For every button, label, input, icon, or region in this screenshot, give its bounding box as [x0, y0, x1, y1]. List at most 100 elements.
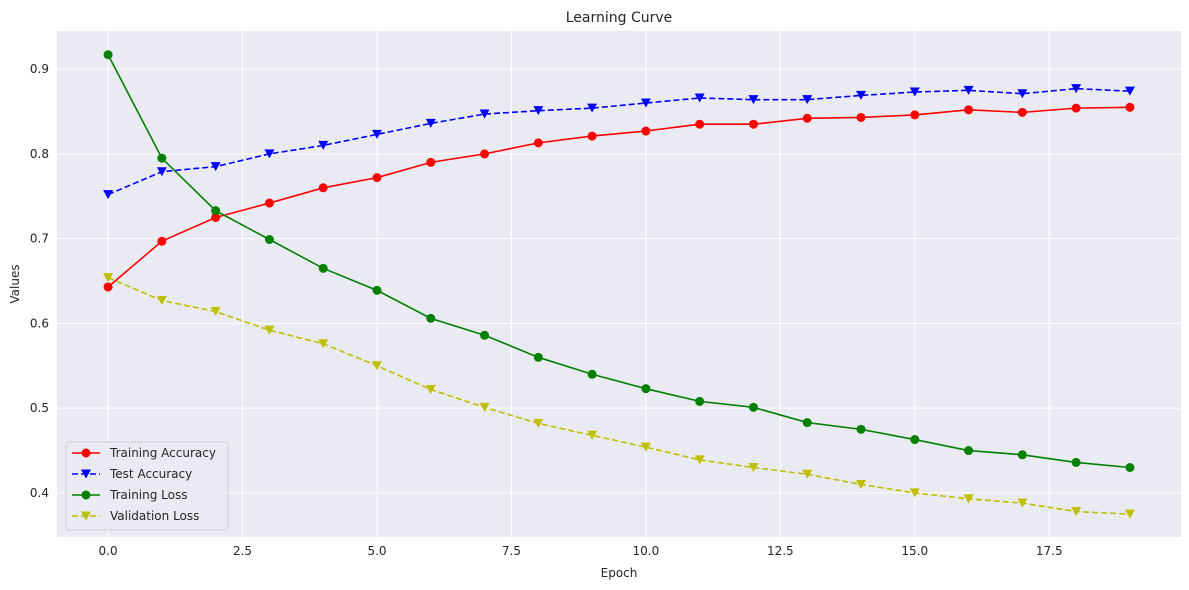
data-point: [210, 307, 221, 317]
data-point: [103, 273, 114, 283]
data-point: [157, 236, 167, 246]
data-point: [856, 479, 867, 489]
data-point: [748, 402, 758, 412]
x-tick-label: 5.0: [367, 544, 386, 558]
data-point: [1017, 498, 1028, 508]
legend-marker: [81, 490, 91, 500]
x-tick-label: 12.5: [767, 544, 794, 558]
x-tick-label: 7.5: [502, 544, 521, 558]
data-point: [264, 235, 274, 245]
x-axis-label: Epoch: [601, 566, 638, 580]
data-point: [533, 418, 544, 428]
data-point: [587, 131, 597, 141]
data-point: [371, 361, 382, 371]
data-point: [372, 285, 382, 295]
data-point: [856, 424, 866, 434]
data-point: [964, 105, 974, 115]
series-layer: [103, 50, 1135, 519]
data-point: [425, 118, 436, 128]
data-point: [1017, 450, 1027, 460]
data-point: [856, 112, 866, 122]
y-tick-label: 0.9: [30, 62, 49, 76]
data-point: [640, 98, 651, 108]
data-point: [264, 325, 275, 335]
legend: Training Accuracy Test Accuracy Training L…: [65, 441, 229, 531]
data-point: [1071, 103, 1081, 113]
x-axis-ticks: 0.0 2.5 5.0 7.5 10.0 12.5 15.0 17.5: [99, 544, 1063, 558]
x-tick-label: 2.5: [233, 544, 252, 558]
series-line: [107, 87, 1130, 196]
data-point: [640, 442, 651, 452]
y-tick-label: 0.8: [30, 147, 49, 161]
data-point: [909, 488, 920, 498]
y-axis-label: Values: [8, 264, 22, 303]
data-point: [963, 494, 974, 504]
data-point: [748, 119, 758, 129]
data-point: [480, 330, 490, 340]
data-point: [695, 119, 705, 129]
y-tick-label: 0.7: [30, 232, 49, 246]
y-tick-label: 0.4: [30, 486, 49, 500]
data-point: [426, 157, 436, 167]
y-tick-label: 0.6: [30, 316, 49, 330]
data-point: [802, 113, 812, 123]
data-point: [103, 282, 113, 292]
data-point: [748, 462, 759, 472]
data-point: [318, 263, 328, 273]
series-line: [107, 54, 1130, 469]
data-point: [211, 206, 221, 216]
data-point: [318, 339, 329, 349]
legend-label: Training Loss: [109, 488, 187, 502]
data-point: [641, 384, 651, 394]
legend-item: Test Accuracy: [72, 467, 192, 481]
data-point: [587, 103, 598, 113]
data-point: [533, 138, 543, 148]
data-point: [802, 469, 813, 479]
data-point: [1017, 107, 1027, 117]
data-point: [479, 109, 490, 119]
legend-item: Training Accuracy: [72, 446, 216, 460]
data-point: [1071, 457, 1081, 467]
data-point: [533, 352, 543, 362]
data-point: [426, 313, 436, 323]
data-point: [210, 162, 221, 172]
data-point: [1125, 462, 1135, 472]
data-point: [1124, 509, 1135, 519]
data-point: [964, 446, 974, 456]
legend-item: Training Loss: [72, 488, 187, 502]
data-point: [480, 149, 490, 159]
data-point: [1071, 84, 1082, 94]
data-point: [264, 198, 274, 208]
data-point: [694, 93, 705, 103]
grid: [57, 31, 1181, 537]
data-point: [1124, 86, 1135, 96]
legend-marker: [81, 448, 91, 458]
x-tick-label: 0.0: [99, 544, 118, 558]
data-point: [587, 430, 598, 440]
legend-marker: [81, 511, 91, 521]
series-test-accuracy: [103, 84, 1135, 200]
data-point: [694, 455, 705, 465]
data-point: [318, 183, 328, 193]
data-point: [909, 87, 920, 97]
chart-title: Learning Curve: [566, 10, 673, 26]
data-point: [157, 153, 167, 163]
series-validation-loss: [103, 273, 1135, 519]
data-point: [802, 418, 812, 428]
data-point: [1017, 89, 1028, 99]
data-point: [695, 396, 705, 406]
data-point: [103, 190, 114, 200]
legend-label: Test Accuracy: [109, 467, 192, 481]
data-point: [371, 129, 382, 139]
data-point: [1125, 102, 1135, 112]
data-point: [156, 296, 167, 306]
legend-label: Training Accuracy: [109, 446, 216, 460]
data-point: [910, 110, 920, 120]
data-point: [963, 85, 974, 95]
legend-item: Validation Loss: [72, 509, 199, 523]
data-point: [211, 212, 221, 222]
x-tick-label: 10.0: [633, 544, 660, 558]
data-point: [103, 50, 113, 60]
x-tick-label: 15.0: [901, 544, 928, 558]
